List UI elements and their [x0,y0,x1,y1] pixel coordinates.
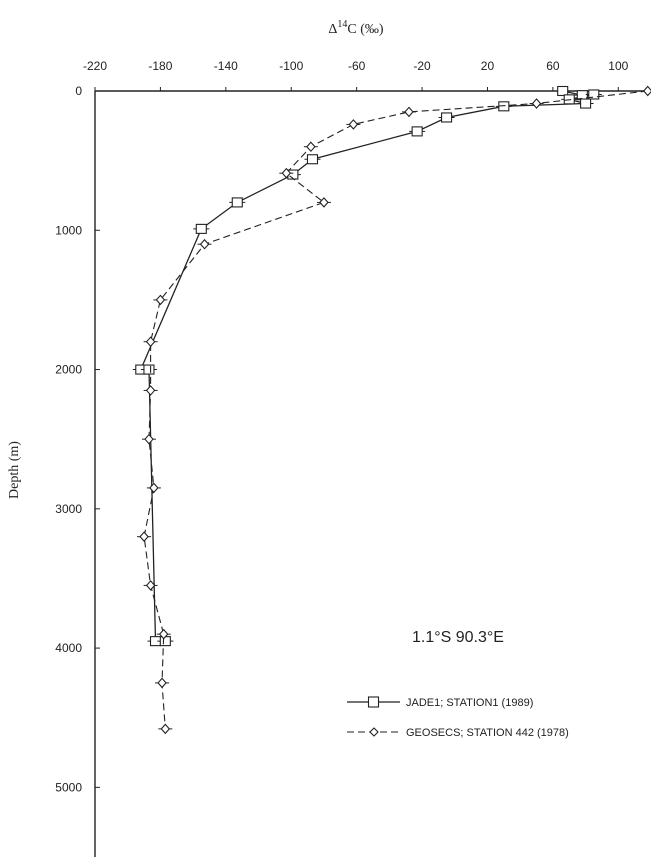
data-point-square [143,364,155,375]
data-point-square [411,126,423,137]
data-point-square [195,223,207,234]
legend-square-marker [367,696,380,708]
data-point-square [588,89,600,100]
axes [94,90,651,857]
x-tick-label: -60 [348,59,366,73]
legend-label-jade1: JADE1; STATION1 (1989) [406,697,533,709]
data-point-square [580,98,592,109]
y-tick-label: 2000 [55,363,82,377]
data-point-square [441,112,453,123]
series-layer [132,85,651,735]
x-tick-label: -220 [83,59,107,73]
x-tick-label: -100 [279,59,303,73]
legend-diamond-marker [369,727,379,737]
legend-entry-geosecs: GEOSECS; STATION 442 (1978) [347,727,569,739]
series-geosecs [137,85,651,735]
data-point-diamond [281,167,292,179]
data-point-square [557,85,569,97]
data-point-diamond [348,119,359,130]
y-axis-title: Depth (m) [7,441,22,499]
series-line [143,90,648,729]
data-point-diamond [157,677,167,689]
data-point-square [231,197,243,208]
x-tick-label: 20 [481,59,495,73]
y-tick-label: 3000 [55,502,82,516]
series-jade1 [132,85,602,647]
x-tick-label: -20 [413,59,431,73]
data-point-diamond [306,141,316,153]
y-tick-label: 5000 [55,780,82,794]
data-point-diamond [145,385,156,396]
data-point-diamond [160,723,171,735]
y-tick-label: 4000 [55,641,82,655]
legend-label-geosecs: GEOSECS; STATION 442 (1978) [406,727,569,739]
data-point-diamond [199,238,210,250]
x-tick-label: -140 [214,59,238,73]
data-point-diamond [642,85,651,97]
location-annotation: 1.1°S 90.3°E [412,629,504,646]
data-point-diamond [145,336,156,348]
x-tick-label: -180 [148,59,172,73]
data-point-diamond [139,531,149,543]
x-tick-label: 100 [608,59,628,73]
y-tick-label: 1000 [55,223,82,237]
y-axis-ticks: 0 1000 2000 3000 4000 5000 [55,84,100,794]
y-tick-label: 0 [75,84,82,98]
x-axis-title: Δ14C (‰) [328,19,384,37]
data-point-diamond [404,106,414,118]
data-point-diamond [144,433,154,445]
data-point-square [306,154,319,165]
series-line [139,90,594,642]
data-point-diamond [319,197,329,208]
data-point-diamond [155,294,166,306]
legend-entry-jade1: JADE1; STATION1 (1989) [347,696,533,709]
x-axis-ticks: -220 -180 -140 -100 -60 -20 20 60 100 [83,59,629,91]
data-point-diamond [145,580,156,591]
data-point-diamond [531,98,542,109]
data-point-diamond [149,482,159,494]
x-tick-label: 60 [546,59,560,73]
legend: JADE1; STATION1 (1989) GEOSECS; STATION … [347,696,569,739]
data-point-diamond [158,628,169,640]
data-point-square [159,636,171,647]
